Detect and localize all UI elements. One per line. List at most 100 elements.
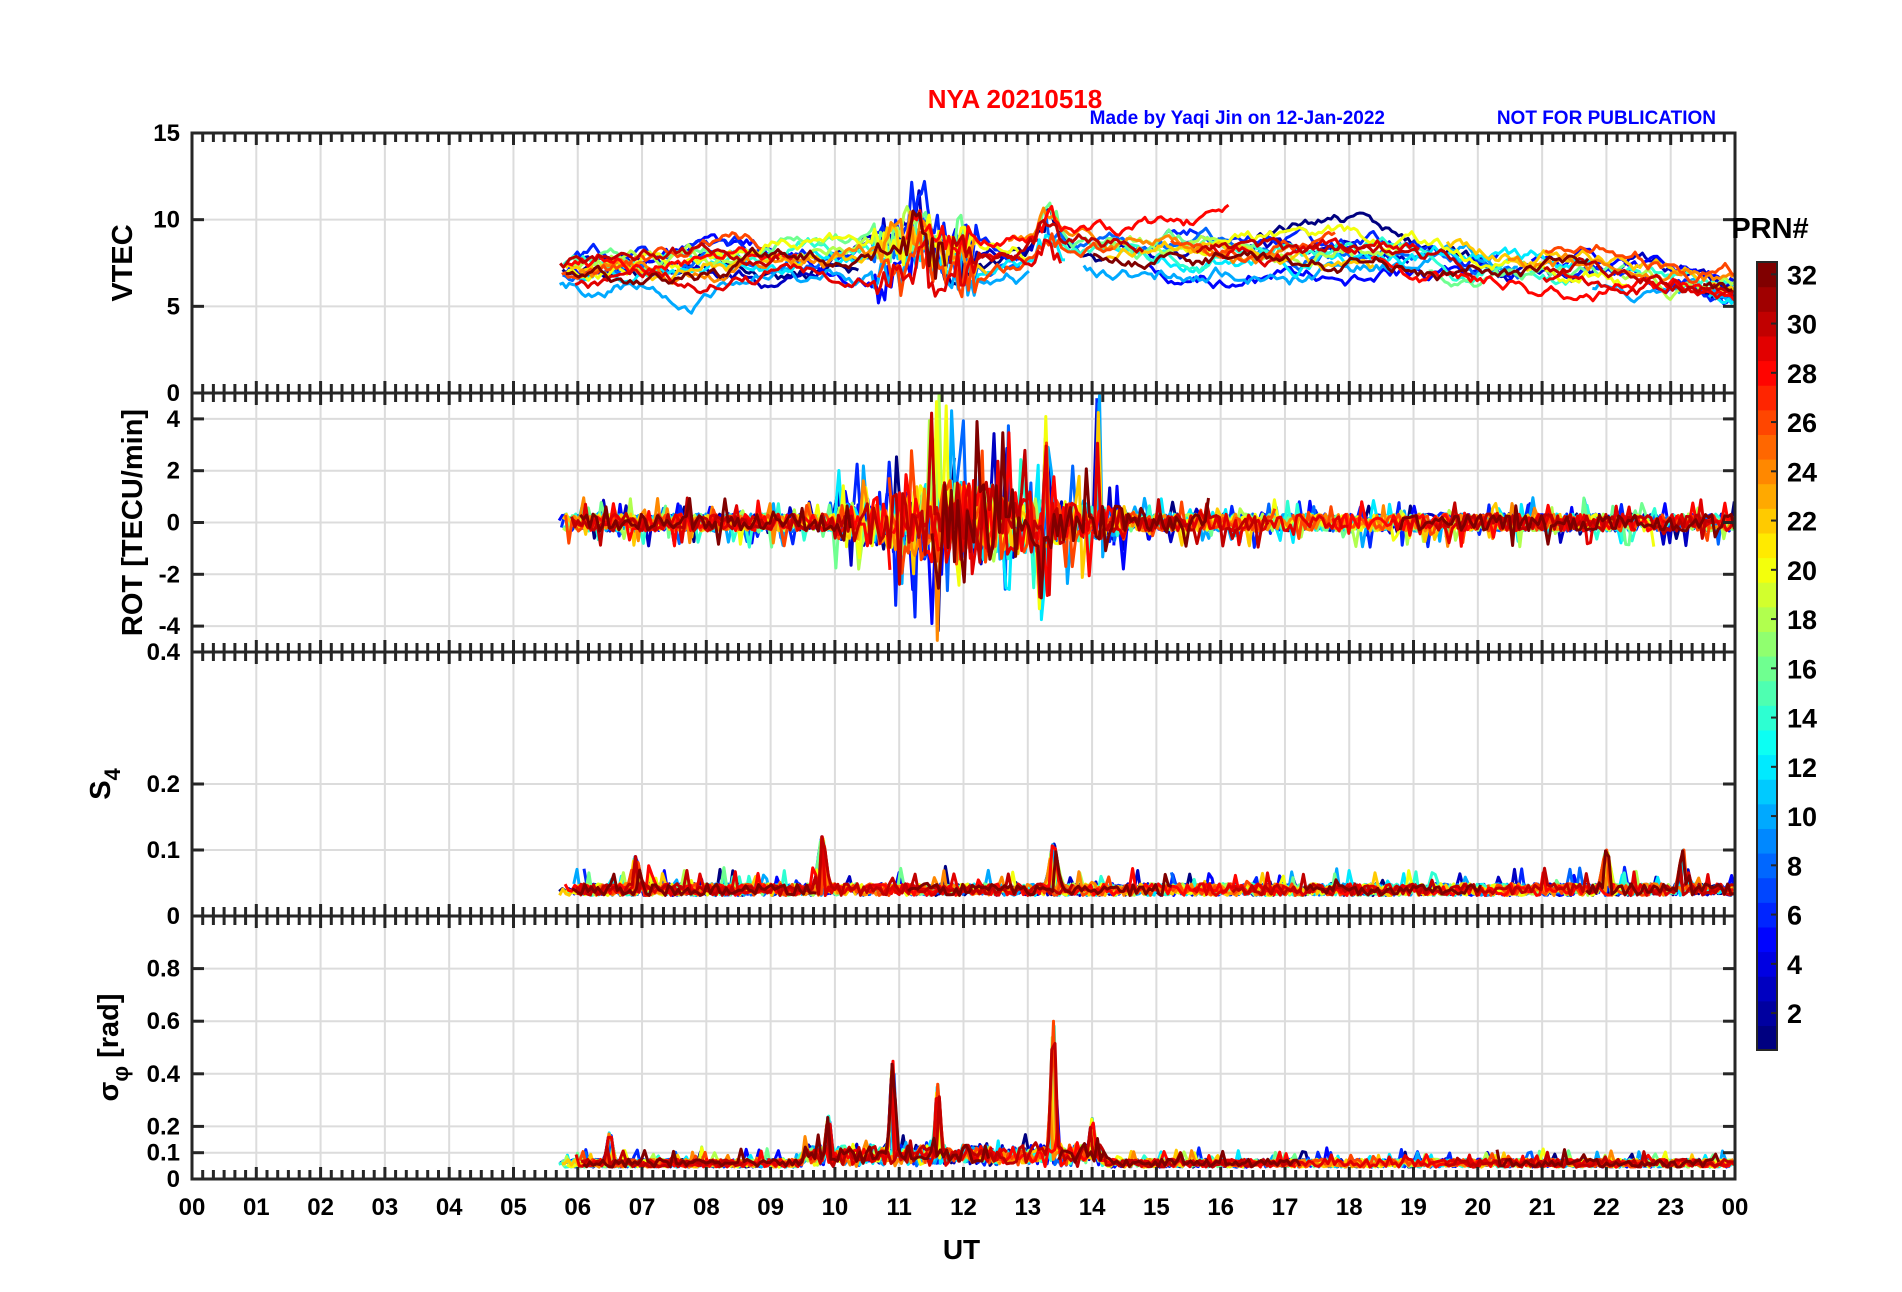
- y-tick-label: -4: [159, 613, 181, 640]
- colorbar-swatch: [1757, 754, 1777, 780]
- colorbar-tick-label: 14: [1787, 704, 1817, 734]
- y-tick-label: 15: [153, 120, 180, 147]
- y-axis-label-unit: [rad]: [93, 993, 125, 1057]
- x-tick-label: 06: [564, 1194, 591, 1221]
- y-axis-label-rot: ROT [TECU/min]: [117, 409, 149, 636]
- y-axis-label-main: σ: [93, 1082, 125, 1102]
- series-prn-30: [580, 1041, 1735, 1169]
- series-prn-8: [581, 402, 1735, 593]
- y-tick-label: 0.4: [147, 1061, 181, 1088]
- x-tick-label: 12: [950, 1194, 977, 1221]
- series-group-vtec: [559, 179, 1735, 315]
- x-tick-label: 17: [1272, 1194, 1299, 1221]
- colorbar-tick-label: 24: [1787, 457, 1817, 487]
- x-tick-label: 10: [822, 1194, 849, 1221]
- colorbar-frame: [1756, 261, 1778, 1051]
- y-axis-label-sigma: σφ [rad]: [93, 993, 133, 1101]
- series-prn-14: [558, 1024, 1727, 1169]
- credit-note: Made by Yaqi Jin on 12-Jan-2022: [1090, 108, 1385, 129]
- series-prn-32: [584, 1064, 1735, 1167]
- colorbar-swatch: [1757, 483, 1777, 509]
- y-tick-label: 0: [167, 380, 180, 407]
- notice-note: NOT FOR PUBLICATION: [1497, 108, 1716, 129]
- series-group-s4: [558, 835, 1735, 897]
- colorbar-swatch: [1757, 828, 1777, 854]
- colorbar-swatch: [1757, 385, 1777, 411]
- colorbar-tick-label: 8: [1787, 851, 1802, 881]
- panel-vtec: 0 5 10 15 VTEC: [107, 120, 1737, 407]
- colorbar-tick-label: 2: [1787, 999, 1802, 1029]
- x-tick-label: 14: [1079, 1194, 1106, 1221]
- y-tick-label: 0: [167, 1166, 180, 1193]
- colorbar-tick-label: 30: [1787, 310, 1817, 340]
- x-tick-label: 11: [887, 1194, 912, 1221]
- chart-title: NYA 20210518: [928, 84, 1102, 114]
- colorbar-tick-label: 32: [1787, 260, 1817, 290]
- x-tick-label: 21: [1529, 1194, 1556, 1221]
- series-prn-22: [561, 1077, 1735, 1169]
- x-tick-label: 23: [1657, 1194, 1684, 1221]
- series-prn-1: [579, 455, 1735, 633]
- colorbar-tick-label: 20: [1787, 556, 1817, 586]
- colorbar-swatch: [1757, 582, 1777, 608]
- y-tick-label: 10: [153, 207, 180, 234]
- x-tick-label: 01: [243, 1194, 270, 1221]
- y-axis-label-sub: 4: [100, 767, 125, 780]
- y-tick-label: 0.1: [147, 837, 180, 864]
- y-tick-label: 0: [167, 510, 180, 537]
- colorbar-swatch: [1757, 508, 1777, 534]
- panel-s4: 0 0.1 0.2 0.4 S4: [85, 639, 1737, 930]
- colorbar-swatch: [1757, 459, 1777, 485]
- colorbar-tick-label: 6: [1787, 901, 1802, 931]
- colorbar-label: PRN#: [1731, 213, 1808, 245]
- y-axis-label-vtec: VTEC: [107, 224, 139, 301]
- colorbar-swatch: [1757, 951, 1777, 977]
- x-tick-label: 08: [693, 1194, 720, 1221]
- series-prn-3: [573, 401, 1707, 599]
- colorbar-swatch: [1757, 926, 1777, 953]
- colorbar-swatch: [1757, 262, 1777, 288]
- y-tick-label: 0.2: [147, 771, 180, 798]
- series-prn-32: [579, 420, 1735, 600]
- series-prn-26: [578, 1019, 1716, 1169]
- x-tick-label: 03: [372, 1194, 399, 1221]
- x-tick-marks-s4: [190, 652, 1737, 916]
- colorbar-tick-label: 18: [1787, 605, 1817, 635]
- series-prn-30: [559, 219, 1735, 294]
- y-axis-label-main: S: [85, 780, 117, 799]
- x-tick-label: 15: [1143, 1194, 1170, 1221]
- colorbar-swatch: [1757, 360, 1777, 386]
- series-prn-28: [563, 835, 1734, 897]
- colorbar-swatch: [1757, 409, 1777, 435]
- series-prn-18: [562, 1036, 1735, 1169]
- colorbar-swatch: [1757, 779, 1777, 805]
- colorbar-swatch: [1757, 803, 1777, 829]
- y-tick-label: 0.6: [147, 1008, 180, 1035]
- colorbar-swatch: [1757, 705, 1777, 731]
- colorbar-swatch: [1757, 532, 1777, 559]
- panel-sigma: 00.10.2 0.4 0.6 0.8 σφ [rad] 00 01 02 03 04 05 06 07 0…: [93, 914, 1749, 1265]
- colorbar-tick-label: 16: [1787, 654, 1817, 684]
- series-prn-24: [569, 479, 1735, 642]
- series-group-rot: [557, 393, 1735, 642]
- series-prn-8: [580, 1052, 1657, 1169]
- x-tick-label: 00: [1722, 1194, 1749, 1221]
- series-prn-26: [561, 230, 1735, 299]
- y-axis-label-sub: φ: [108, 1066, 133, 1082]
- series-prn-29: [574, 1077, 1735, 1169]
- colorbar-swatch: [1757, 656, 1777, 682]
- colorbar-swatch: [1757, 434, 1777, 460]
- x-tick-label: 20: [1464, 1194, 1491, 1221]
- x-tick-label: 19: [1400, 1194, 1427, 1221]
- colorbar-swatch: [1757, 902, 1777, 928]
- colorbar-tick-label: 12: [1787, 753, 1817, 783]
- x-tick-label: 07: [629, 1194, 656, 1221]
- y-tick-label: 0.2: [147, 1113, 180, 1140]
- colorbar-tick-label: 28: [1787, 359, 1817, 389]
- y-tick-label: 0: [167, 903, 180, 930]
- colorbar-swatch: [1757, 286, 1777, 312]
- x-tick-marks-rot: [190, 393, 1737, 652]
